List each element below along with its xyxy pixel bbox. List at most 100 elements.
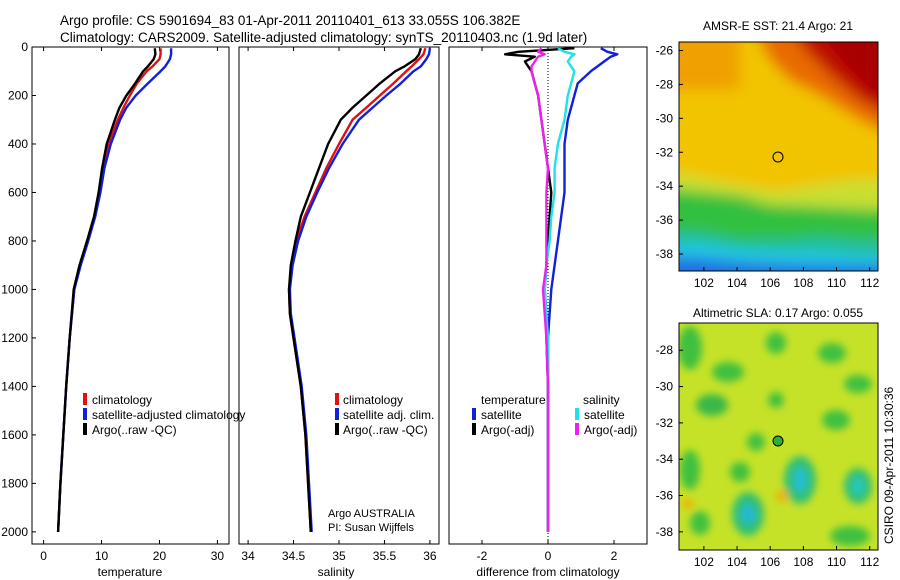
x-tick-label: 2: [611, 549, 618, 563]
map-x-tick-label: 102: [694, 276, 714, 290]
map-y-tick-label: -32: [656, 416, 674, 430]
y-tick-label: 1200: [1, 331, 28, 345]
x-tick-label: 36: [423, 549, 437, 563]
y-tick-label: 1400: [1, 379, 28, 393]
float-marker-sst: [772, 151, 784, 163]
difference-profiles: [503, 47, 619, 532]
temperature-legend: climatology satellite-adjusted climatolo…: [83, 393, 245, 437]
series-line-satellite: [546, 47, 619, 532]
sst-map-ticks: 102 104 106 108 110 112 -26 -28 -30 -32 -34 -36 -38: [656, 43, 880, 290]
map-y-tick-label: -36: [656, 489, 674, 503]
series-line-salinity_argo: [530, 47, 550, 532]
annotation-program: Argo AUSTRALIA: [328, 508, 415, 520]
map-y-tick-label: -26: [656, 43, 674, 57]
sla-field: [679, 323, 878, 550]
salinity-legend: climatology satellite adj. clim. Argo(..…: [335, 393, 434, 437]
credit-text: CSIRO 09-Apr-2011 10:30:36: [882, 386, 896, 544]
legend-label-satellite: satellite-adjusted climatology: [92, 408, 245, 422]
map-x-tick-label: 106: [760, 276, 780, 290]
y-tick-label: 800: [8, 234, 28, 248]
x-tick-label: 30: [211, 549, 225, 563]
map-x-tick-label: 108: [793, 276, 813, 290]
y-tick-label: 2000: [1, 525, 28, 539]
x-tick-label: 0: [40, 549, 47, 563]
map-y-tick-label: -30: [656, 111, 674, 125]
y-tick-label: 0: [21, 40, 28, 54]
difference-panel: -2 0 2 difference from climatology tempera…: [448, 46, 648, 579]
legend-label-argo: Argo(..raw -QC): [343, 423, 428, 437]
map-x-tick-label: 110: [827, 555, 846, 569]
legend-swatch-climatology: [335, 393, 339, 405]
sla-map-panel: Altimetric SLA: 0.17 Argo: 0.055: [656, 306, 880, 569]
figure-title-line2: Climatology: CARS2009. Satellite-adjuste…: [60, 30, 587, 45]
map-x-tick-label: 106: [760, 555, 780, 569]
difference-legend: temperature salinity satellite Argo(-adj…: [472, 393, 637, 437]
map-y-tick-label: -32: [656, 145, 674, 159]
map-x-tick-label: 110: [827, 276, 846, 290]
x-tick-label: -2: [477, 549, 488, 563]
sst-map-axes: [678, 41, 879, 272]
x-tick-label: 34.5: [282, 549, 306, 563]
difference-xlabel: difference from climatology: [476, 565, 619, 579]
map-x-tick-label: 104: [727, 555, 747, 569]
legend-swatch-sal-satellite: [575, 408, 579, 420]
legend-label-argo: Argo(..raw -QC): [92, 423, 177, 437]
y-tick-label: 1800: [1, 476, 28, 490]
y-tick-label: 600: [8, 185, 28, 199]
sst-field: [679, 42, 878, 271]
legend-swatch-temp-satellite: [472, 408, 476, 420]
map-x-tick-label: 112: [860, 276, 879, 290]
map-y-tick-label: -34: [656, 452, 674, 466]
legend-label-climatology: climatology: [343, 393, 403, 407]
legend-swatch-argo: [83, 423, 87, 435]
temperature-xlabel: temperature: [98, 565, 163, 579]
legend-swatch-satellite: [335, 408, 339, 420]
legend-swatch-temp-argo: [472, 423, 476, 435]
map-x-tick-label: 102: [694, 555, 714, 569]
salinity-profiles: [287, 47, 432, 532]
legend-header-temperature: temperature: [481, 393, 546, 407]
map-x-tick-label: 104: [727, 276, 747, 290]
legend-label-sal-satellite: satellite: [584, 408, 625, 422]
legend-swatch-sal-argo: [575, 423, 579, 435]
legend-label-temp-satellite: satellite: [481, 408, 522, 422]
map-x-tick-label: 112: [860, 555, 879, 569]
x-tick-label: 20: [153, 549, 167, 563]
temperature-profiles: [56, 48, 173, 532]
legend-swatch-argo: [335, 423, 339, 435]
map-y-tick-label: -36: [656, 213, 674, 227]
map-y-tick-label: -38: [656, 247, 674, 261]
float-marker-sla: [772, 435, 784, 447]
y-tick-label: 200: [8, 88, 28, 102]
annotation-pi: PI: Susan Wijffels: [328, 522, 414, 534]
series-line-satellite: [288, 48, 432, 532]
x-tick-label: 35: [332, 549, 346, 563]
temperature-axes: [31, 46, 230, 545]
y-tick-label: 1600: [1, 428, 28, 442]
sla-map-axes: [678, 322, 879, 551]
map-y-tick-label: -34: [656, 179, 674, 193]
legend-swatch-climatology: [83, 393, 87, 405]
map-x-tick-label: 108: [793, 555, 813, 569]
legend-label-climatology: climatology: [92, 393, 152, 407]
x-tick-label: 0: [545, 549, 552, 563]
salinity-panel: 34 34.5 35 35.5 36 salinity climatology sate…: [238, 46, 440, 579]
y-tick-label: 400: [8, 137, 28, 151]
y-tick-label: 1000: [1, 282, 28, 296]
map-y-tick-label: -38: [656, 525, 674, 539]
x-tick-label: 35.5: [373, 549, 397, 563]
sla-map-title: Altimetric SLA: 0.17 Argo: 0.055: [693, 306, 863, 320]
sst-map-title: AMSR-E SST: 21.4 Argo: 21: [703, 19, 853, 33]
salinity-xlabel: salinity: [318, 565, 355, 579]
map-y-tick-label: -28: [656, 343, 674, 357]
salinity-x-axis: 34 34.5 35 35.5 36: [241, 47, 437, 563]
series-line-argo: [56, 48, 157, 532]
series-line-argo: [287, 47, 422, 532]
sst-map-panel: AMSR-E SST: 21.4 Argo: 21 102 104 106 108 11…: [656, 19, 880, 290]
legend-swatch-satellite: [83, 408, 87, 420]
legend-label-satellite: satellite adj. clim.: [343, 408, 434, 422]
figure-title-line1: Argo profile: CS 5901694_83 01-Apr-2011 …: [60, 13, 520, 28]
x-tick-label: 10: [95, 549, 109, 563]
temperature-x-axis: 0 10 20 30: [40, 47, 224, 563]
